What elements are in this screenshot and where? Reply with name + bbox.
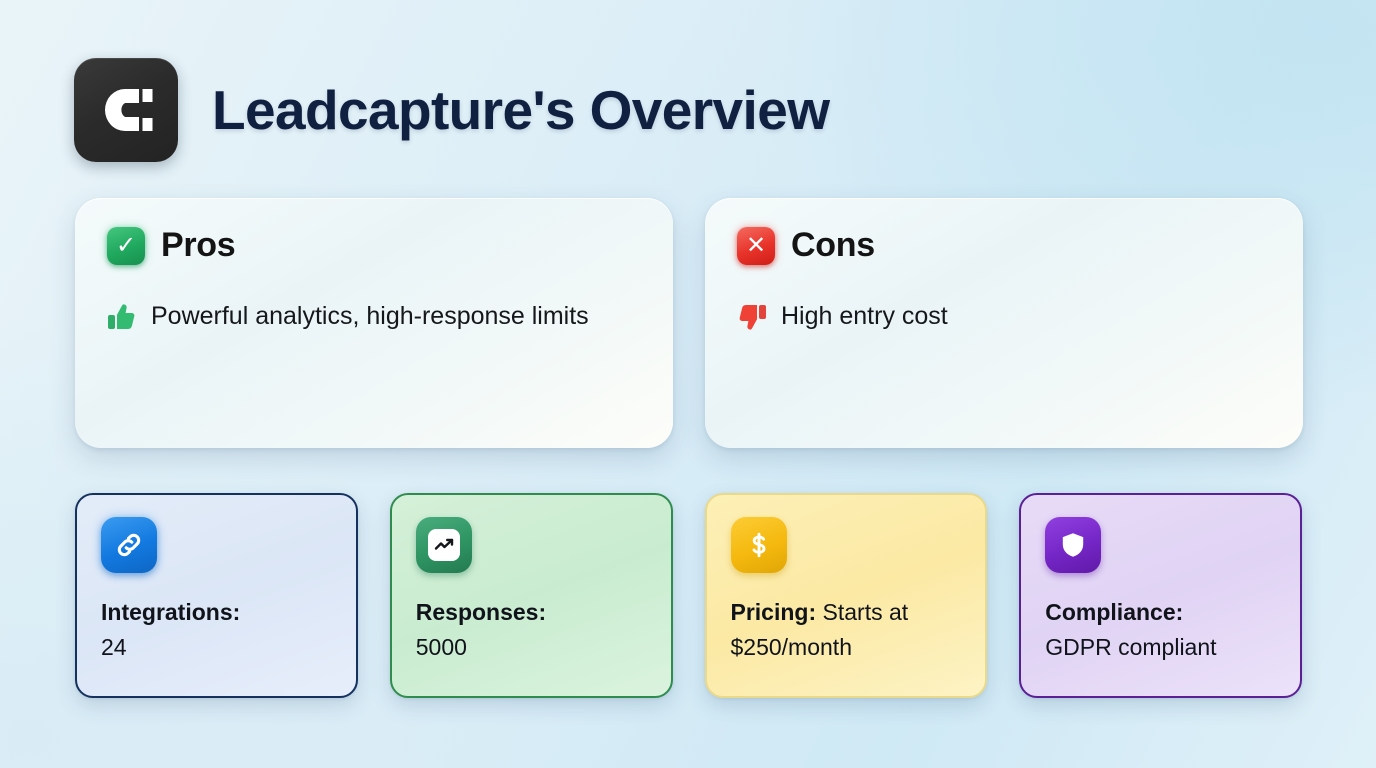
stat-value-compliance: GDPR compliant [1045, 633, 1217, 660]
check-badge-icon: ✓ [107, 226, 145, 265]
cons-card-header: ✕ Cons [737, 226, 1271, 265]
stat-card-compliance: Compliance: GDPR compliant [1019, 493, 1302, 698]
cons-card: ✕ Cons High entry cost [705, 198, 1303, 448]
pros-card: ✓ Pros Powerful analytics, high-response… [75, 198, 673, 448]
cons-card-title: Cons [791, 226, 875, 264]
cons-list-item: High entry cost [737, 299, 1271, 337]
pros-cons-row: ✓ Pros Powerful analytics, high-response… [75, 198, 1303, 448]
pros-list-item: Powerful analytics, high-response limits [107, 299, 641, 337]
x-badge-icon: ✕ [737, 226, 775, 265]
page-title: Leadcapture's Overview [212, 79, 830, 141]
trending-up-chart-icon [415, 517, 472, 573]
stats-row: Integrations: 24 Responses: 5000 Pri [75, 493, 1302, 698]
cons-list-item-text: High entry cost [781, 302, 948, 330]
chart-plate [427, 529, 460, 561]
stat-card-responses: Responses: 5000 [389, 493, 673, 698]
shield-icon [1045, 517, 1102, 573]
stat-value-responses: 5000 [415, 633, 467, 660]
pros-card-title: Pros [161, 226, 236, 264]
stat-value-integrations: 24 [101, 633, 127, 660]
stat-card-pricing: Pricing: Starts at $250/month [704, 493, 988, 698]
pros-list-item-text: Powerful analytics, high-response limits [151, 302, 589, 330]
stat-card-integrations: Integrations: 24 [75, 493, 358, 698]
thumbs-up-icon [107, 302, 137, 337]
dollar-icon [730, 517, 787, 573]
page-header: Leadcapture's Overview [74, 58, 830, 162]
thumbs-down-icon [737, 302, 767, 337]
pros-card-header: ✓ Pros [107, 226, 641, 265]
stat-text-integrations: Integrations: 24 [101, 595, 334, 664]
stat-label-compliance: Compliance: [1045, 599, 1184, 625]
magnet-icon [95, 79, 157, 141]
link-icon [101, 517, 157, 573]
app-logo [74, 58, 178, 162]
stat-text-compliance: Compliance: GDPR compliant [1045, 595, 1278, 664]
stat-label-pricing: Pricing: [730, 599, 817, 625]
stat-label-responses: Responses: [415, 599, 547, 625]
stat-text-responses: Responses: 5000 [416, 595, 649, 664]
stat-text-pricing: Pricing: Starts at $250/month [731, 595, 964, 664]
stat-value-pricing: Starts at $250/month [730, 599, 909, 660]
stat-label-integrations: Integrations: [101, 599, 241, 625]
